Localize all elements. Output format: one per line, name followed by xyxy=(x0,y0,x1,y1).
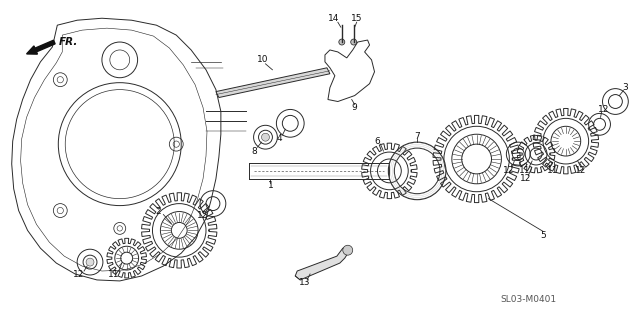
Text: 12: 12 xyxy=(598,105,609,114)
Text: 12: 12 xyxy=(74,271,85,279)
Circle shape xyxy=(86,258,94,266)
Text: 13: 13 xyxy=(300,278,311,287)
Text: 12: 12 xyxy=(520,174,531,183)
Circle shape xyxy=(339,39,345,45)
Text: 11: 11 xyxy=(547,167,559,175)
Text: 14: 14 xyxy=(328,14,340,23)
Text: FR.: FR. xyxy=(58,37,77,47)
Text: 10: 10 xyxy=(257,56,268,64)
Circle shape xyxy=(351,39,356,45)
Text: 12: 12 xyxy=(502,167,514,175)
Text: 6: 6 xyxy=(374,137,380,146)
Text: 3: 3 xyxy=(623,83,628,92)
Circle shape xyxy=(262,133,269,141)
Text: 7: 7 xyxy=(414,132,420,141)
Text: 15: 15 xyxy=(351,14,362,23)
Polygon shape xyxy=(216,68,330,98)
Circle shape xyxy=(343,245,353,255)
Text: 2: 2 xyxy=(156,207,161,216)
Polygon shape xyxy=(295,246,349,280)
Text: 11: 11 xyxy=(108,271,120,279)
Text: 11: 11 xyxy=(520,167,531,175)
Text: 1: 1 xyxy=(268,181,273,190)
Text: 12: 12 xyxy=(575,167,586,175)
Text: 4: 4 xyxy=(276,134,282,143)
Text: SL03-M0401: SL03-M0401 xyxy=(500,295,556,304)
Text: 5: 5 xyxy=(540,231,546,240)
Text: 8: 8 xyxy=(252,146,257,156)
Text: 12: 12 xyxy=(197,211,209,220)
Text: 9: 9 xyxy=(352,103,358,112)
FancyArrow shape xyxy=(27,40,55,54)
